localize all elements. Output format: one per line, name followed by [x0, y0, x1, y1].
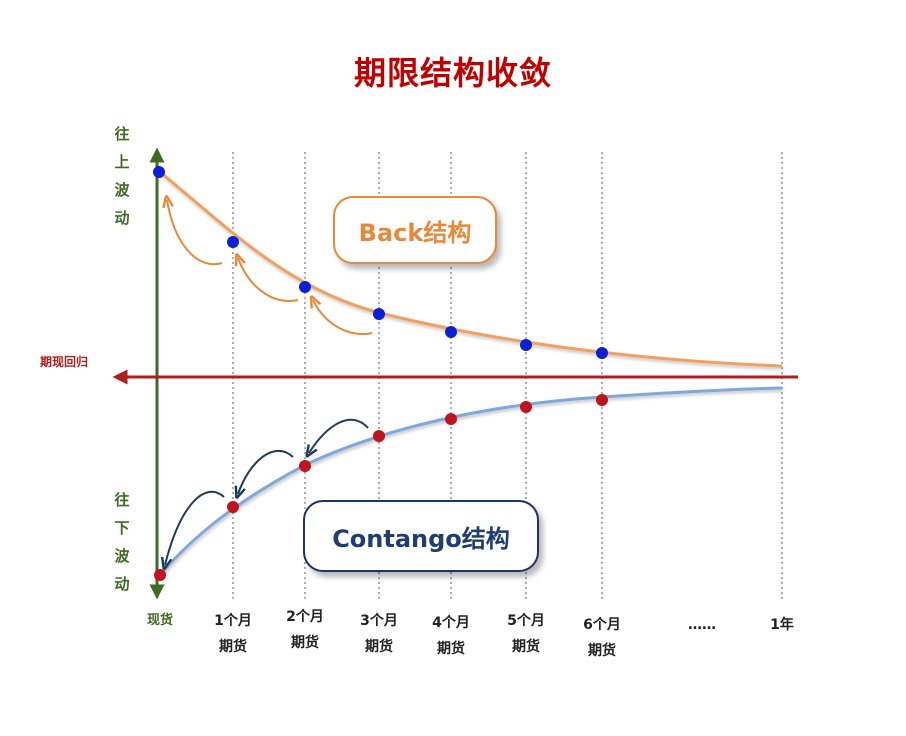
- x-label-line1: 6个月: [583, 617, 621, 633]
- back-curve: [159, 170, 783, 368]
- back-hop-arrows: [167, 200, 373, 336]
- page-title: 期限结构收敛: [353, 54, 552, 92]
- up-label-char: 往: [114, 125, 130, 143]
- back-point-1m: [227, 236, 239, 248]
- downward-fluctuation-label: 往 下 波 动: [112, 486, 132, 598]
- x-label-line1: 现货: [146, 613, 173, 628]
- contango-point-4m: [445, 413, 457, 425]
- back-point-3m: [373, 308, 385, 320]
- back-structure-box: Back结构: [333, 196, 497, 264]
- x-label-line1: ……: [688, 617, 716, 633]
- back-point-6m: [596, 347, 608, 359]
- x-label-spot: 现货: [120, 608, 200, 634]
- contango-structure-box: Contango结构: [303, 500, 539, 572]
- upward-fluctuation-label: 往 上 波 动: [112, 120, 132, 232]
- contango-points: [154, 394, 608, 581]
- x-label-5m: 5个月 期货: [486, 608, 566, 660]
- back-points: [153, 166, 608, 359]
- contango-point-6m: [596, 394, 608, 406]
- x-label-line1: 1年: [770, 617, 794, 633]
- x-label-ellipsis: ……: [662, 612, 742, 638]
- x-label-line2: 期货: [588, 643, 616, 659]
- x-label-line1: 3个月: [360, 613, 398, 629]
- convergence-label: 期现回归: [40, 355, 89, 369]
- back-hop-arrow-1: [167, 200, 223, 266]
- down-label-char: 动: [114, 575, 130, 593]
- up-label-char: 上: [114, 153, 130, 171]
- contango-point-3m: [373, 430, 385, 442]
- x-label-6m: 6个月 期货: [562, 612, 642, 664]
- contango-point-5m: [520, 401, 532, 413]
- contango-curve: [158, 386, 783, 576]
- x-label-line1: 2个月: [286, 609, 324, 625]
- x-label-line2: 期货: [512, 639, 540, 655]
- x-label-2m: 2个月 期货: [265, 604, 345, 656]
- x-label-line2: 期货: [365, 639, 393, 655]
- x-label-line2: 期货: [219, 639, 247, 655]
- contango-hop-arrows: [165, 418, 369, 565]
- back-point-5m: [520, 339, 532, 351]
- up-label-char: 波: [114, 181, 130, 199]
- down-label-char: 往: [114, 491, 130, 509]
- back-point-4m: [445, 326, 457, 338]
- contango-point-1m: [227, 501, 239, 513]
- back-hop-arrow-3: [313, 300, 373, 336]
- contango-hop-arrow-3: [309, 418, 369, 453]
- x-label-line1: 5个月: [507, 613, 545, 629]
- up-label-char: 动: [114, 209, 130, 227]
- x-label-line2: 期货: [291, 635, 319, 651]
- contango-point-2m: [299, 460, 311, 472]
- back-point-spot: [153, 166, 165, 178]
- x-label-3m: 3个月 期货: [339, 608, 419, 660]
- x-label-4m: 4个月 期货: [411, 610, 491, 662]
- down-label-char: 波: [114, 547, 130, 565]
- x-label-1m: 1个月 期货: [193, 608, 273, 660]
- back-point-2m: [299, 281, 311, 293]
- x-label-1y: 1年: [742, 612, 822, 638]
- x-label-line1: 1个月: [214, 613, 252, 629]
- x-label-line1: 4个月: [432, 615, 470, 631]
- back-hop-arrow-2: [238, 258, 299, 302]
- x-label-line2: 期货: [437, 641, 465, 657]
- contango-point-spot: [154, 569, 166, 581]
- contango-hop-arrow-1: [165, 490, 225, 565]
- contango-hop-arrow-2: [238, 450, 294, 494]
- down-label-char: 下: [114, 519, 130, 537]
